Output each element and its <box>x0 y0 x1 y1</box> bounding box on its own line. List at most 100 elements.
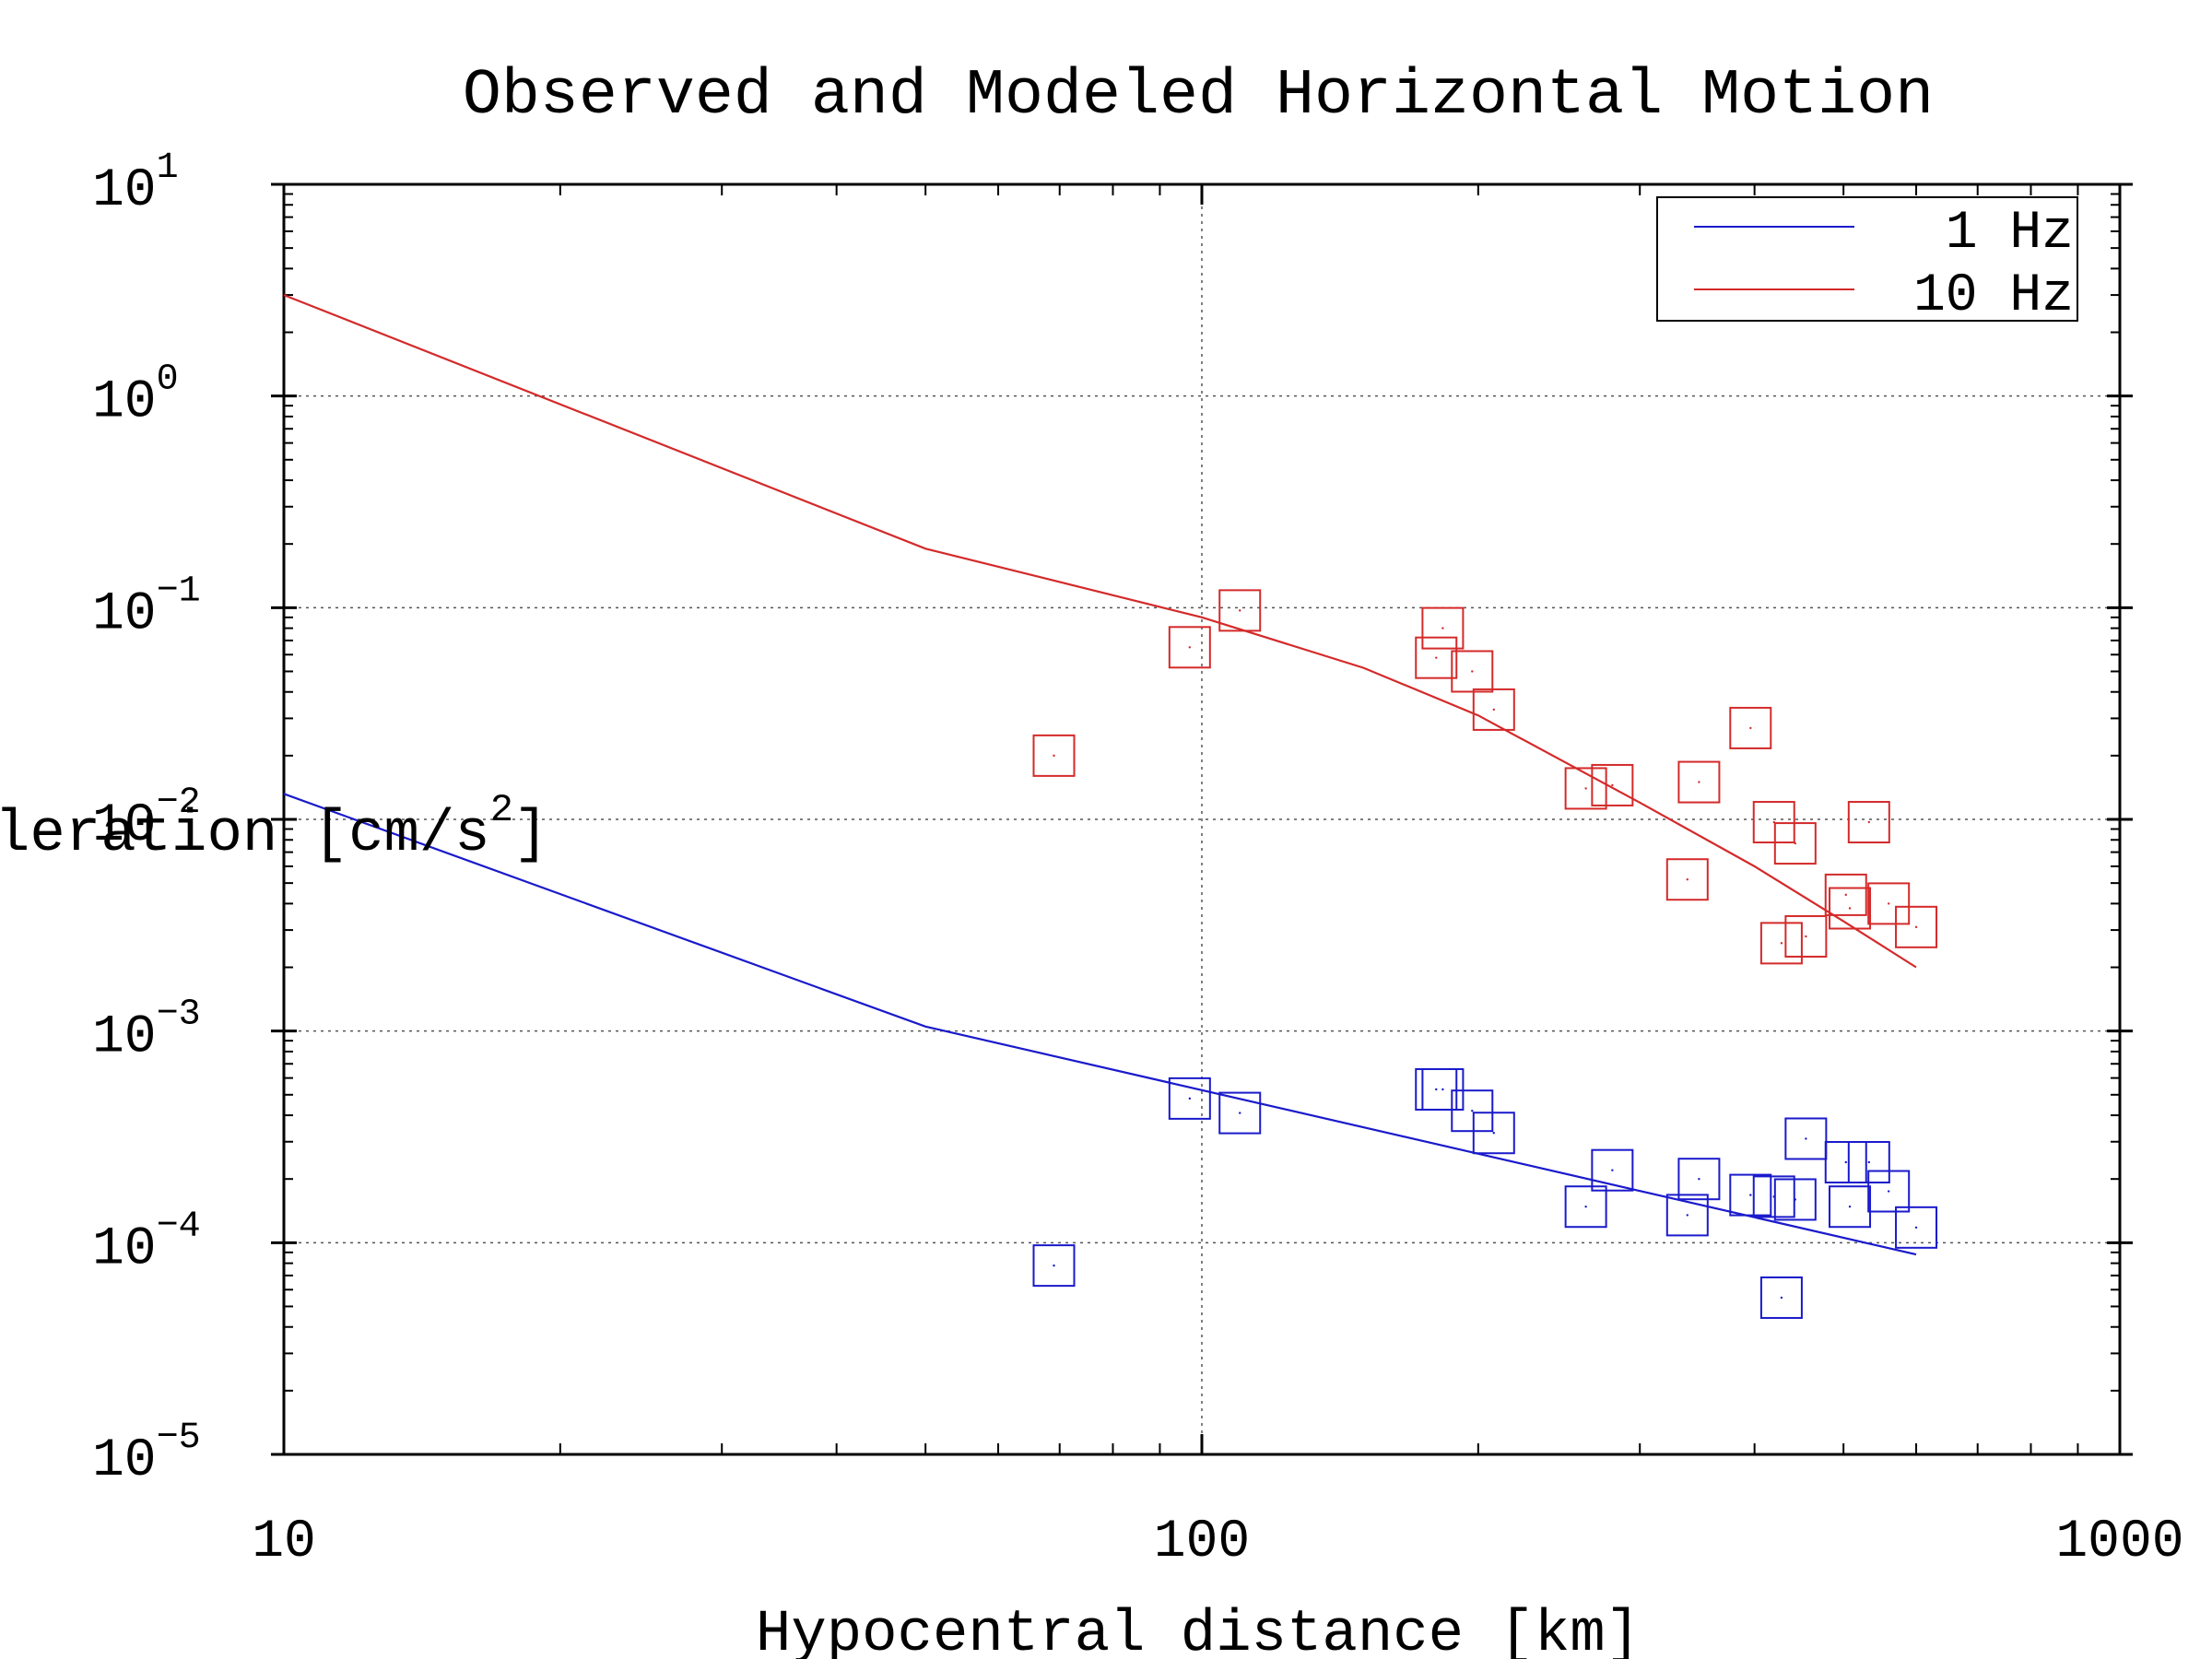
data-point-1hz <box>1591 1148 1634 1192</box>
data-point-1hz <box>1032 1244 1076 1288</box>
y-tick-label-base: 10 <box>92 584 157 644</box>
data-point-center-10hz <box>1867 820 1871 824</box>
data-point-10hz <box>1591 763 1634 806</box>
data-point-10hz <box>1168 626 1211 669</box>
x-tick-label: 10 <box>252 1512 316 1572</box>
y-tick-label-base: 10 <box>92 1008 157 1068</box>
observed-markers <box>1032 589 1938 1319</box>
y-tick-label: 100 <box>92 359 179 433</box>
legend: 1 Hz 10 Hz <box>1656 196 2078 326</box>
data-point-1hz <box>1451 1089 1494 1133</box>
data-point-10hz <box>1867 882 1911 925</box>
data-point-center-10hz <box>1471 670 1474 673</box>
x-tick-label: 100 <box>1154 1512 1250 1572</box>
data-point-center-10hz <box>1844 893 1847 897</box>
data-point-center-1hz <box>1471 1109 1474 1112</box>
data-point-center-1hz <box>1780 1296 1783 1300</box>
data-point-center-1hz <box>1492 1132 1495 1135</box>
data-point-1hz <box>1752 1175 1795 1218</box>
data-point-1hz <box>1824 1141 1867 1184</box>
data-point-center-1hz <box>1698 1177 1700 1181</box>
data-point-1hz <box>1665 1194 1709 1237</box>
data-point-1hz <box>1729 1173 1772 1217</box>
data-point-center-10hz <box>1435 656 1438 659</box>
y-tick-label-exp: −4 <box>157 1206 201 1247</box>
y-tick-label: 10−4 <box>92 1206 201 1279</box>
data-point-center-1hz <box>1611 1169 1614 1171</box>
data-point-center-10hz <box>1188 646 1192 649</box>
data-point-center-1hz <box>1239 1112 1241 1114</box>
y-tick-label-exp: −2 <box>157 782 201 824</box>
data-point-10hz <box>1847 801 1890 844</box>
grid <box>284 184 2120 1454</box>
data-point-center-10hz <box>1053 754 1055 758</box>
data-point-center-10hz <box>1848 907 1852 910</box>
data-point-center-1hz <box>1867 1160 1871 1164</box>
y-tick-label-exp: −3 <box>157 994 201 1036</box>
data-point-center-1hz <box>1188 1097 1192 1100</box>
data-point-1hz <box>1895 1206 1938 1249</box>
x-tick-label: 1000 <box>2055 1512 2183 1572</box>
legend-box <box>1656 196 2078 322</box>
y-tick-label: 10−3 <box>92 994 201 1068</box>
data-point-center-1hz <box>1053 1264 1055 1267</box>
data-point-10hz <box>1218 589 1262 632</box>
data-point-1hz <box>1472 1112 1515 1155</box>
model-line-10hz <box>283 294 1917 969</box>
data-point-10hz <box>1895 905 1938 948</box>
y-tick-label-base: 10 <box>92 1431 157 1491</box>
y-tick-label: 101 <box>92 147 179 221</box>
y-tick-label-exp: 0 <box>157 359 179 401</box>
data-point-center-1hz <box>1584 1206 1587 1208</box>
data-point-center-10hz <box>1441 627 1444 629</box>
data-point-center-1hz <box>1844 1160 1847 1164</box>
data-point-center-10hz <box>1239 609 1241 612</box>
y-tick-label-base: 10 <box>92 1219 157 1279</box>
data-point-1hz <box>1564 1185 1607 1229</box>
model-line-1hz <box>283 793 1917 1256</box>
y-tick-label-exp: −5 <box>157 1418 201 1459</box>
data-point-center-10hz <box>1686 878 1689 881</box>
data-point-10hz <box>1829 887 1872 930</box>
data-point-1hz <box>1168 1077 1211 1120</box>
data-point-center-1hz <box>1686 1214 1689 1217</box>
x-tick-labels: 10 100 1000 <box>252 1512 2183 1572</box>
y-tick-label-base: 10 <box>92 161 157 221</box>
data-point-center-1hz <box>1848 1206 1852 1208</box>
data-point-center-1hz <box>1914 1226 1918 1230</box>
y-axis-label-sup: 2 <box>490 788 513 832</box>
y-tick-label: 10−5 <box>92 1418 201 1491</box>
data-point-10hz <box>1451 650 1494 693</box>
y-tick-label: 10−2 <box>92 782 201 856</box>
data-point-center-1hz <box>1887 1190 1890 1193</box>
data-point-1hz <box>1677 1158 1721 1201</box>
data-point-10hz <box>1564 767 1607 810</box>
y-tick-label-exp: 1 <box>157 147 179 189</box>
data-point-10hz <box>1665 858 1709 901</box>
data-point-1hz <box>1784 1117 1828 1160</box>
data-point-1hz <box>1759 1276 1803 1319</box>
data-point-10hz <box>1824 873 1867 916</box>
data-point-1hz <box>1218 1091 1262 1135</box>
data-point-1hz <box>1829 1185 1872 1229</box>
data-point-10hz <box>1784 914 1828 958</box>
y-tick-label-exp: −1 <box>157 571 201 612</box>
plot-frame <box>282 182 2122 1456</box>
data-point-center-1hz <box>1441 1088 1444 1091</box>
data-point-center-1hz <box>1805 1137 1807 1140</box>
x-axis-label: Hypocentral distance [km] <box>756 1602 1641 1659</box>
data-point-10hz <box>1421 606 1465 650</box>
data-point-center-10hz <box>1887 902 1890 905</box>
data-point-10hz <box>1729 706 1772 749</box>
chart-title: Observed and Modeled Horizontal Motion <box>463 60 1934 133</box>
data-point-center-10hz <box>1584 787 1587 790</box>
data-point-center-10hz <box>1914 925 1918 929</box>
data-point-center-1hz <box>1749 1194 1752 1196</box>
legend-label-1hz: 1 Hz <box>1946 204 2074 264</box>
legend-label-10hz: 10 Hz <box>1913 266 2074 326</box>
data-point-center-10hz <box>1780 942 1783 945</box>
data-point-1hz <box>1773 1178 1817 1221</box>
data-point-center-10hz <box>1698 781 1700 783</box>
data-point-10hz <box>1415 636 1458 679</box>
